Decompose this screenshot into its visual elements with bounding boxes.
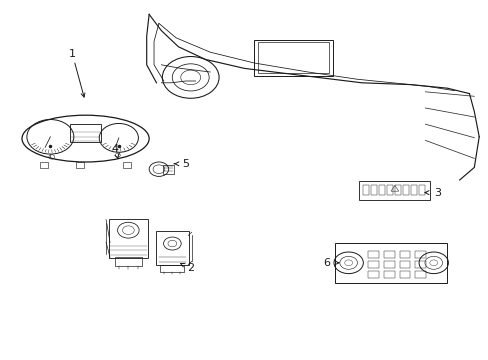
Text: 3: 3	[433, 188, 440, 198]
Text: 5: 5	[182, 159, 189, 169]
Text: 1: 1	[69, 49, 76, 59]
Text: 6: 6	[323, 258, 329, 268]
Text: 4: 4	[111, 144, 118, 154]
Text: 2: 2	[187, 263, 194, 273]
